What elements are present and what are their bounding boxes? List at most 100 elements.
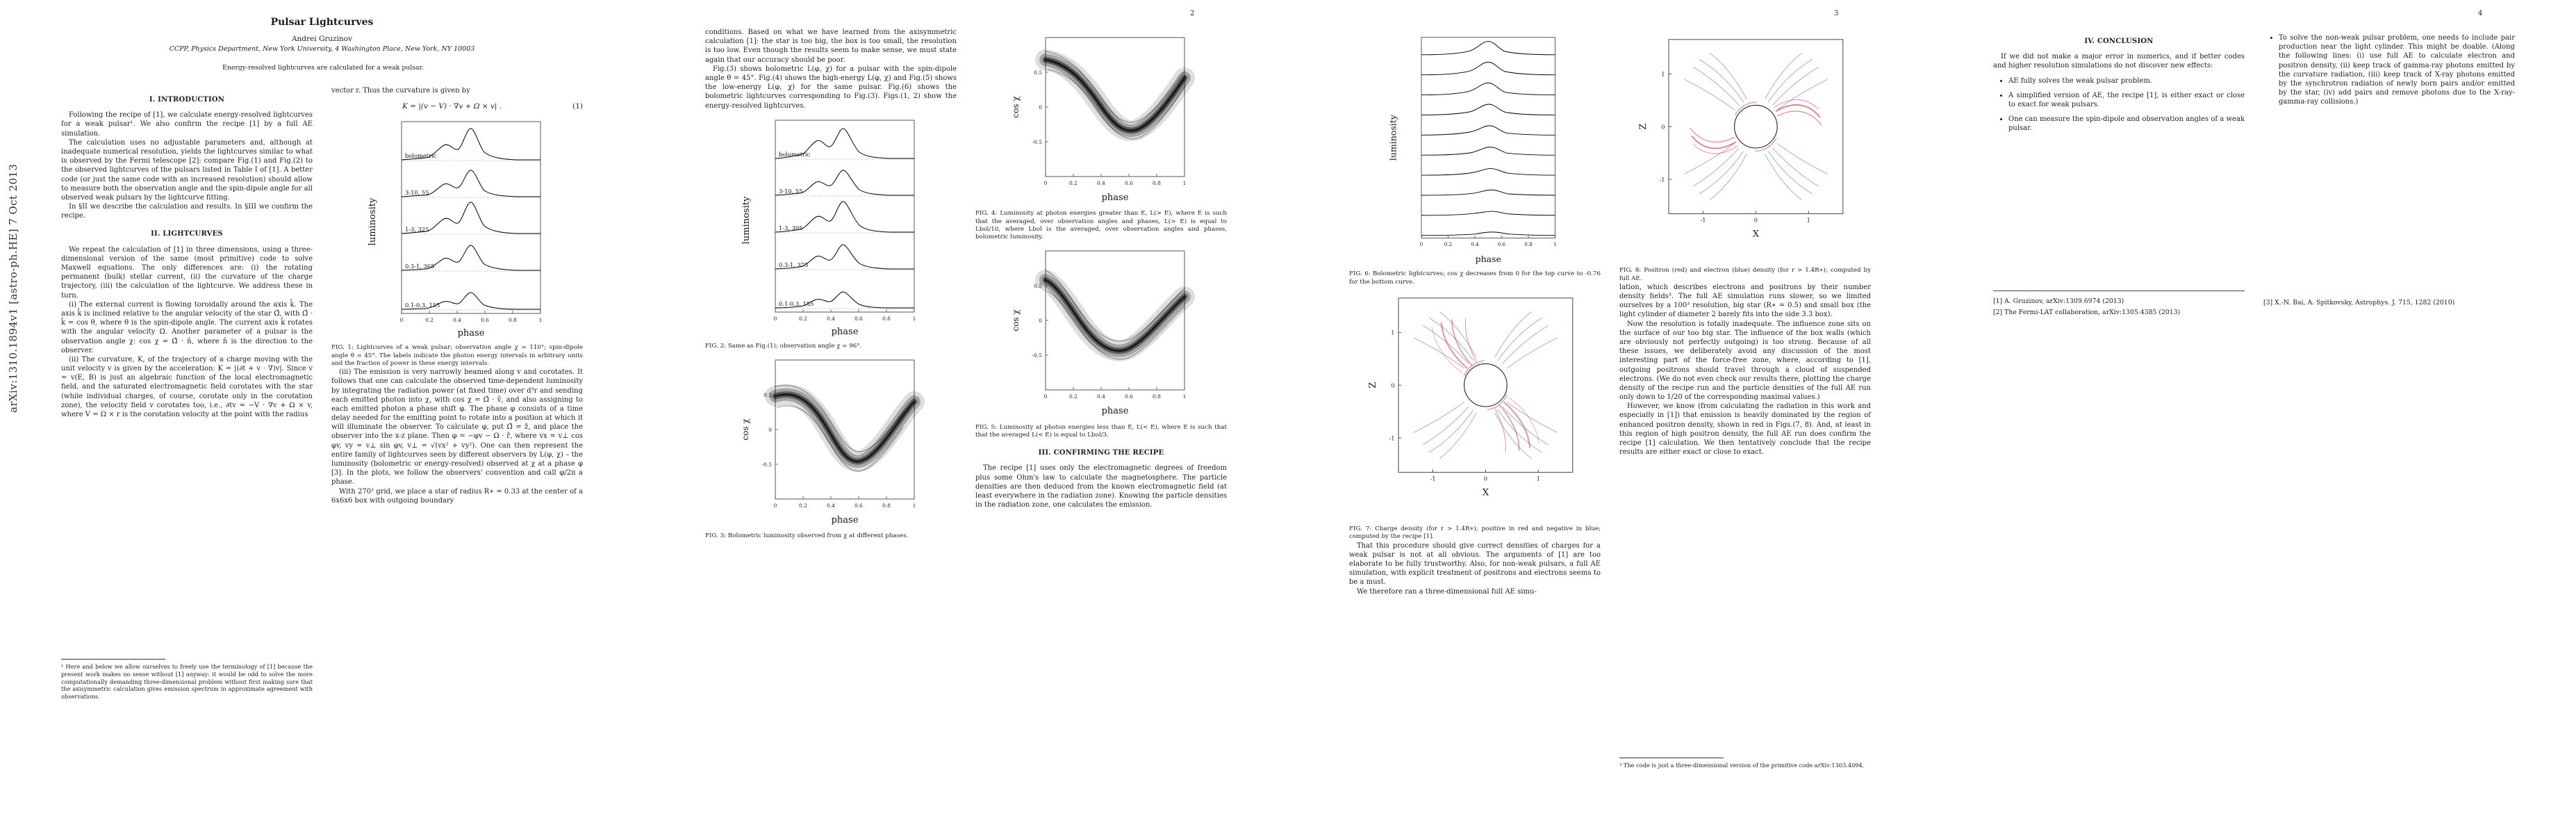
fig2-frame	[775, 120, 915, 313]
fig2-baselines	[775, 158, 914, 309]
y-axis-label: cos χ	[1011, 309, 1021, 332]
page3-right-column: Z X	[1619, 28, 1871, 457]
y-axis-label: luminosity	[368, 197, 378, 245]
svg-text:0.2: 0.2	[1444, 241, 1452, 247]
x-axis-label: phase	[832, 327, 859, 337]
paragraph: (i) The external current is flowing toro…	[61, 300, 313, 354]
y-axis-label: luminosity	[741, 196, 752, 244]
footnote-text: ¹ Here and below we allow ourselves to f…	[61, 663, 313, 701]
figure-6-caption: FIG. 6: Bolometric lightcurves; cos χ de…	[1349, 270, 1601, 286]
figure-4-caption: FIG. 4: Luminosity at photon energies gr…	[975, 210, 1227, 241]
svg-text:0.4: 0.4	[827, 316, 835, 322]
arxiv-stamp: arXiv:1310.1894v1 [astro-ph.HE] 7 Oct 20…	[7, 163, 19, 413]
y-axis-label: cos χ	[1011, 96, 1021, 118]
reference-1: [1] A. Gruzinov, arXiv:1309.6974 (2013)	[1993, 297, 2124, 305]
references-left: [1] A. Gruzinov, arXiv:1309.6974 (2013) …	[1993, 291, 2245, 319]
paragraph: vector r. Thus the curvature is given by	[331, 87, 470, 95]
star-circle	[1464, 363, 1508, 407]
fig1-tickmarks	[401, 311, 541, 314]
author-affiliation: CCPP, Physics Department, New York Unive…	[169, 45, 475, 53]
paragraph: (iii) The emission is very narrowly beam…	[331, 368, 583, 486]
svg-text:0: 0	[768, 427, 772, 433]
svg-text:0.6: 0.6	[1125, 393, 1133, 400]
svg-text:0.4: 0.4	[1471, 241, 1479, 247]
fig2-curves	[775, 128, 914, 309]
svg-text:0.2: 0.2	[1069, 393, 1078, 400]
section-heading-confirming: III. CONFIRMING THE RECIPE	[1038, 449, 1164, 457]
fig4-tickmarks	[1045, 72, 1185, 177]
svg-text:-0.5: -0.5	[762, 461, 773, 468]
fig3-tickmarks	[775, 394, 915, 500]
svg-text:0.6: 0.6	[854, 316, 863, 322]
page2-right-column: cos χ phase 0 0.2 0.4	[975, 28, 1227, 509]
fig4-density-band	[1035, 49, 1195, 141]
svg-text:-1: -1	[1389, 434, 1394, 441]
figure-3-caption: FIG. 3: Bolometric luminosity observed f…	[705, 532, 909, 540]
section-heading-introduction: I. INTRODUCTION	[149, 96, 225, 104]
page3-left-column: luminosity phase	[1349, 28, 1601, 596]
fig8-ytick-labels: 1 0 -1	[1659, 71, 1665, 183]
x-axis-label: phase	[1102, 193, 1129, 203]
fig7-xtick-labels: -1 0 1	[1430, 475, 1539, 482]
conclusion-bullet-list: AE fully solves the weak pulsar problem.…	[2008, 76, 2245, 133]
fig7-ytick-labels: 1 0 -1	[1389, 329, 1394, 441]
paragraph: conditions. Based on what we have learne…	[705, 28, 957, 64]
fig1-curve-labels: bolometric 3-10, 55 1-3, 325 0.3-1, 365 …	[405, 152, 440, 309]
footnote-text: ³ The code is just a three-dimensional v…	[1619, 762, 1865, 769]
svg-text:0.3-1, 365: 0.3-1, 365	[405, 263, 434, 270]
fig6-xtick-labels: 0 0.2 0.4 0.6 0.8 1	[1420, 241, 1557, 247]
svg-text:1-3, 305: 1-3, 305	[779, 224, 802, 231]
paragraph: (ii) The curvature, K, of the trajectory…	[61, 355, 313, 418]
fig4-xtick-labels: 0 0.2 0.4 0.6 0.8 1	[1044, 180, 1187, 186]
fig3-density-band	[765, 384, 925, 473]
svg-text:0.2: 0.2	[799, 502, 807, 509]
svg-text:0: 0	[774, 316, 777, 322]
paragraph: If we did not make a major error in nume…	[1993, 53, 2245, 70]
svg-text:0.1-0.3, 155: 0.1-0.3, 155	[405, 302, 440, 309]
paper-title: Pulsar Lightcurves	[270, 17, 374, 28]
svg-text:3-10, 55: 3-10, 55	[405, 189, 429, 196]
figure-1: luminosity phase bolometric 3-10,	[331, 117, 583, 343]
fig4-plot: cos χ phase 0 0.2 0.4	[1011, 37, 1195, 203]
figure-6: luminosity phase	[1349, 33, 1601, 269]
figure-3: cos χ phase 0 0.2 0.4	[705, 356, 957, 531]
fig1-plot: luminosity phase bolometric 3-10,	[368, 121, 542, 338]
star-circle	[1734, 104, 1778, 149]
fig6-tickmarks	[1421, 235, 1555, 238]
svg-text:1: 1	[1537, 475, 1540, 482]
page-4: 4 IV. CONCLUSION If we did not make a ma…	[1932, 0, 2576, 834]
x-axis-label: phase	[1102, 406, 1129, 416]
paragraph: We repeat the calculation of [1] in thre…	[61, 245, 313, 300]
page1-right-column: vector r. Thus the curvature is given by…	[331, 86, 583, 505]
svg-text:1: 1	[1807, 217, 1810, 224]
svg-text:-1: -1	[1700, 217, 1706, 224]
figure-2: luminosity phase bolometric 3-10,	[705, 116, 957, 341]
svg-text:1: 1	[1183, 180, 1187, 186]
page-number: 4	[2478, 10, 2483, 17]
svg-text:0.2: 0.2	[425, 317, 434, 323]
fig8-electron-density	[1683, 53, 1828, 201]
svg-text:1: 1	[1661, 71, 1665, 78]
paragraph: In §II we describe the calculation and r…	[61, 203, 313, 220]
svg-text:0.5: 0.5	[763, 392, 772, 398]
svg-text:0.4: 0.4	[453, 317, 461, 323]
figure-4: cos χ phase 0 0.2 0.4	[975, 33, 1227, 208]
equation-1: K = |(v − V) · ∇v + Ω × v| . (1)	[331, 102, 583, 112]
fig3-ytick-labels: 0.5 0 -0.5	[762, 392, 773, 468]
page-number: 3	[1834, 10, 1839, 17]
svg-text:0: 0	[1484, 475, 1487, 482]
bullet-item: To solve the non-weak pulsar problem, on…	[2279, 33, 2515, 107]
svg-text:0: 0	[774, 502, 777, 509]
paragraph: With 270³ grid, we place a star of radiu…	[331, 487, 583, 505]
figure-7: Z X	[1349, 292, 1601, 524]
svg-text:-0.5: -0.5	[1032, 139, 1043, 145]
svg-text:bolometric: bolometric	[779, 151, 811, 158]
page-3: 3 luminosity phase	[1288, 0, 1932, 834]
paragraph: We therefore ran a three-dimensional ful…	[1357, 587, 1537, 596]
svg-text:0.5: 0.5	[1034, 70, 1042, 76]
svg-text:0: 0	[1391, 382, 1394, 389]
svg-text:1: 1	[1553, 241, 1557, 247]
fig2-curve-labels: bolometric 3-10, 55 1-3, 305 0.3-1, 375 …	[779, 151, 814, 307]
fig1-frame	[401, 121, 541, 314]
